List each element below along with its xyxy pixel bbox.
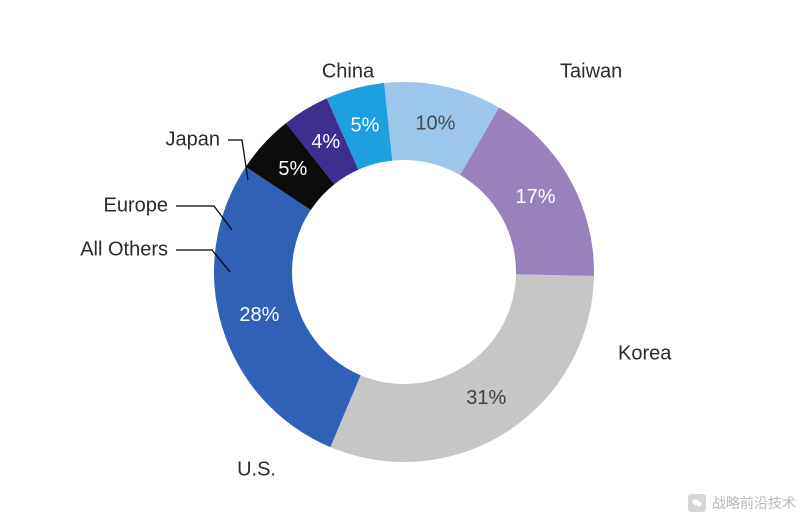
donut-chart: 17% Taiwan 31% Korea 28% U.S. 5% All Others 4% Eu… xyxy=(0,0,808,521)
name-label-taiwan: Taiwan xyxy=(560,60,622,82)
name-label-others: All Others xyxy=(80,238,168,260)
name-label-korea: Korea xyxy=(618,342,672,364)
watermark: 战略前沿技术 xyxy=(688,493,796,513)
watermark-text: 战略前沿技术 xyxy=(712,493,796,513)
value-label-japan: 5% xyxy=(350,114,379,136)
slice-us xyxy=(214,167,361,447)
name-label-china: China xyxy=(322,60,375,82)
wechat-icon xyxy=(688,494,706,512)
name-label-japan: Japan xyxy=(166,128,221,150)
name-label-europe: Europe xyxy=(104,194,169,216)
value-label-china: 10% xyxy=(415,113,455,135)
value-label-us: 28% xyxy=(239,304,279,326)
value-label-others: 5% xyxy=(278,158,307,180)
slice-korea xyxy=(330,274,594,462)
value-label-europe: 4% xyxy=(311,131,340,153)
name-label-us: U.S. xyxy=(237,458,276,480)
value-label-korea: 31% xyxy=(466,387,506,409)
value-label-taiwan: 17% xyxy=(516,186,556,208)
